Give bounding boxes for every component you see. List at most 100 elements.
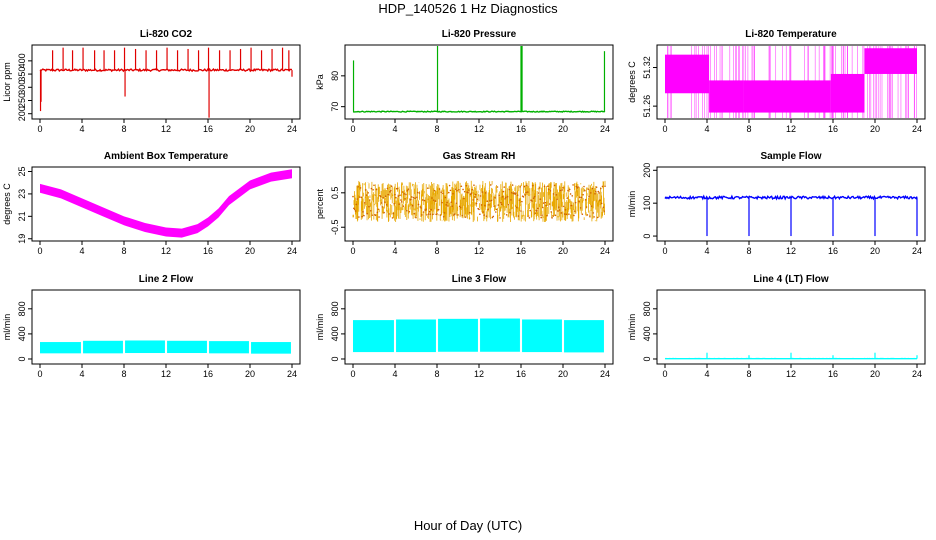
rh-point [546, 214, 548, 217]
rh-point [549, 190, 552, 192]
y-axis-label: ml/min [315, 314, 325, 341]
rh-point [586, 214, 589, 216]
x-tick-label: 4 [392, 246, 397, 256]
rh-point [593, 216, 595, 218]
y-tick-label: 400 [330, 326, 340, 341]
rh-point [432, 199, 435, 201]
y-tick-label: 400 [17, 326, 27, 341]
chart-panel-4: Ambient Box Temperature 0 4 8 12 16 20 24 19 21 23… [2, 151, 301, 256]
rh-point [541, 214, 543, 217]
x-tick-label: 8 [434, 246, 439, 256]
rh-point [569, 193, 572, 195]
y-tick-label: 0 [330, 356, 340, 361]
x-axis-label: Hour of Day (UTC) [413, 518, 523, 533]
band-segment [167, 340, 207, 354]
rh-point [360, 196, 363, 199]
series-3 [665, 46, 917, 118]
x-tick-label: 0 [350, 246, 355, 256]
rh-point [496, 186, 499, 188]
x-tick-label: 20 [558, 124, 568, 134]
rh-point [502, 190, 505, 193]
rh-point [587, 188, 589, 190]
rh-point [401, 191, 404, 193]
rh-point [376, 211, 379, 214]
rh-point [558, 206, 560, 208]
rh-point [422, 211, 425, 213]
rh-point [488, 204, 490, 206]
x-tick-label: 8 [434, 369, 439, 379]
series-9 [664, 352, 918, 360]
rh-point [400, 201, 403, 203]
rh-point [537, 207, 539, 210]
rh-point [418, 192, 421, 194]
rh-point [507, 203, 510, 206]
rh-point [484, 204, 486, 207]
y-axis-label: Licor ppm [2, 62, 12, 102]
rh-point [540, 216, 542, 219]
rh-point [390, 189, 392, 192]
y-tick-label: 0.5 [330, 187, 340, 200]
rh-point [408, 210, 411, 213]
y-tick-label: 51.26 [642, 95, 652, 118]
rh-point [357, 185, 359, 188]
rh-point [484, 192, 487, 194]
x-tick-label: 12 [786, 246, 796, 256]
rh-point [572, 184, 574, 186]
rh-point [534, 212, 537, 214]
rh-point [571, 195, 574, 197]
x-tick-label: 12 [786, 124, 796, 134]
x-tick-label: 0 [37, 369, 42, 379]
rh-point [493, 205, 495, 207]
rh-point [548, 203, 551, 205]
rh-point [497, 204, 500, 206]
x-tick-label: 0 [662, 369, 667, 379]
rh-point [375, 188, 378, 191]
rh-point [521, 200, 523, 203]
rh-point [524, 194, 526, 196]
y-tick-label: 300 [17, 80, 27, 95]
rh-point [476, 198, 479, 201]
chart-panel-5: Gas Stream RH 0 4 8 12 16 20 24 -0.5 0.5 percent [315, 151, 614, 256]
rh-point [468, 189, 470, 191]
rh-point [468, 211, 471, 214]
rh-point [500, 203, 503, 206]
rh-point [374, 214, 377, 217]
rh-point [487, 208, 490, 211]
rh-point [443, 212, 446, 214]
rh-point [428, 210, 431, 213]
rh-point [453, 213, 456, 215]
y-axis-label: degrees C [627, 61, 637, 103]
rh-point [403, 193, 406, 195]
rh-point [367, 192, 369, 194]
rh-point [412, 196, 415, 199]
y-tick-label: 200 [642, 163, 652, 178]
band-segment [743, 80, 831, 113]
rh-point [510, 199, 512, 201]
series-4 [40, 169, 292, 238]
rh-point [384, 195, 387, 198]
rh-point [584, 199, 587, 201]
rh-point [434, 200, 437, 202]
rh-point [447, 205, 449, 207]
x-tick-label: 12 [474, 246, 484, 256]
rh-point [359, 187, 362, 189]
rh-point [501, 195, 504, 198]
rh-point [489, 184, 492, 186]
rh-point [368, 205, 370, 208]
rh-point [462, 188, 464, 191]
x-tick-label: 16 [828, 246, 838, 256]
x-tick-label: 8 [746, 369, 751, 379]
rh-point [426, 187, 429, 189]
y-tick-label: 70 [330, 102, 340, 112]
band-segment [83, 340, 123, 354]
rh-point [486, 200, 489, 203]
rh-point [363, 202, 366, 204]
series-6 [664, 194, 918, 237]
x-tick-label: 12 [161, 124, 171, 134]
rh-point [559, 189, 562, 192]
rh-point [490, 199, 493, 202]
rh-point [531, 200, 533, 202]
rh-point [393, 202, 395, 205]
rh-point [583, 185, 585, 188]
